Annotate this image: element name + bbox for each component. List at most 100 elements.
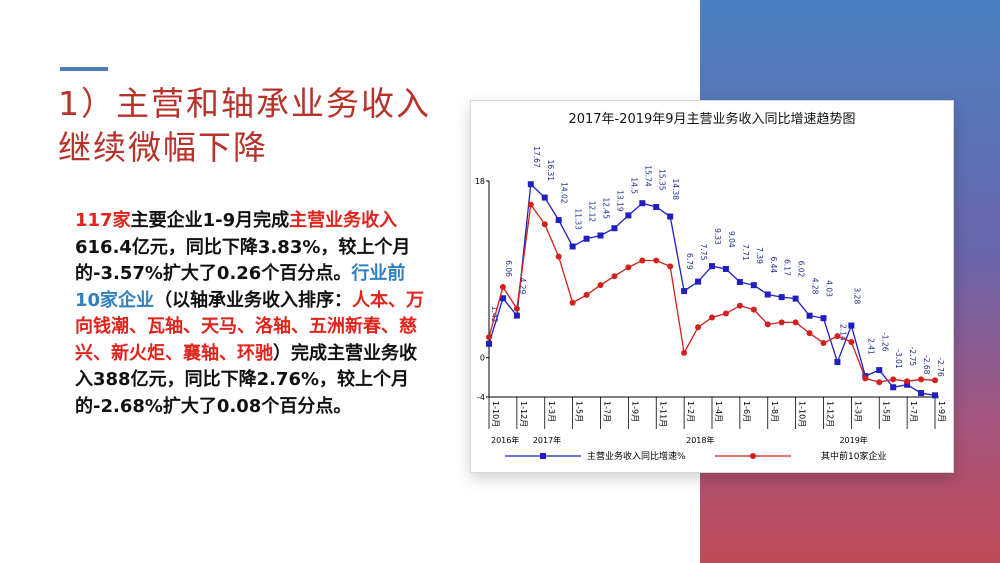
paragraph-run-normal: （以轴承业务收入排序： bbox=[154, 289, 353, 311]
red-data-point bbox=[904, 378, 911, 385]
blue-data-point bbox=[486, 340, 492, 347]
blue-data-point bbox=[764, 291, 771, 298]
red-data-point bbox=[792, 319, 799, 326]
y-tick-label: -4 bbox=[477, 393, 485, 402]
series-line-red bbox=[488, 202, 936, 383]
year-label: 2017年 bbox=[533, 435, 561, 445]
blue-data-point bbox=[806, 312, 813, 319]
blue-data-point bbox=[695, 278, 702, 285]
blue-data-point bbox=[499, 295, 506, 302]
x-tick-label: 1-12月 bbox=[519, 401, 528, 427]
x-tick-label: 1-9月 bbox=[937, 401, 946, 422]
slide-title: 1）主营和轴承业务收入继续微幅下降 bbox=[58, 84, 431, 167]
data-label: -2.76 bbox=[936, 357, 945, 377]
x-tick-label: 1-5月 bbox=[881, 401, 890, 422]
data-label: 6.79 bbox=[685, 253, 694, 270]
data-label: 14.5 bbox=[629, 177, 638, 194]
paragraph-run-red: 117家 bbox=[75, 210, 131, 231]
y-tick-label: 0 bbox=[480, 354, 485, 363]
blue-data-point bbox=[890, 384, 897, 391]
red-data-point bbox=[862, 375, 869, 382]
red-data-point bbox=[932, 377, 938, 384]
paragraph-run-normal: 616.4亿元，同比下降3.83%，较上个月的-3.57%扩大了0.26个百分点… bbox=[75, 236, 411, 285]
red-data-point bbox=[876, 379, 883, 386]
blue-data-point bbox=[681, 288, 688, 295]
chart-title: 2017年-2019年9月主营业务收入同比增速趋势图 bbox=[568, 111, 855, 127]
red-data-point bbox=[736, 302, 743, 309]
data-label: 4.28 bbox=[811, 278, 820, 295]
red-data-point bbox=[667, 263, 674, 270]
red-data-point bbox=[681, 349, 688, 356]
red-data-point bbox=[625, 264, 632, 271]
x-tick-label: 1-5月 bbox=[575, 401, 584, 422]
data-label: -1.26 bbox=[880, 332, 889, 352]
red-data-point bbox=[722, 310, 729, 317]
red-data-point bbox=[806, 330, 813, 337]
blue-data-point bbox=[709, 263, 715, 270]
data-label: 15.35 bbox=[657, 169, 666, 191]
red-data-point bbox=[750, 306, 757, 313]
red-data-point bbox=[527, 201, 534, 208]
x-tick-label: 1-3月 bbox=[547, 401, 556, 422]
y-tick-label: 18 bbox=[475, 177, 485, 186]
data-label: 16.31 bbox=[546, 160, 555, 182]
year-label: 2018年 bbox=[686, 435, 714, 445]
data-label: -2.75 bbox=[908, 347, 917, 367]
blue-data-point bbox=[904, 381, 911, 388]
data-label: 14.38 bbox=[671, 179, 680, 201]
x-tick-label: 1-2月 bbox=[686, 401, 695, 422]
red-data-point bbox=[569, 299, 576, 306]
data-label: -3.01 bbox=[894, 349, 903, 369]
data-label: 9.04 bbox=[727, 231, 736, 248]
trend-chart: 2017年-2019年9月主营业务收入同比增速趋势图 18 0 -4 1-10月 1-1… bbox=[475, 111, 946, 462]
data-label: 4.29 bbox=[518, 278, 527, 295]
x-tick-label: 1-6月 bbox=[742, 401, 751, 422]
red-data-point bbox=[764, 321, 771, 328]
red-data-point bbox=[597, 282, 604, 289]
data-label: 9.33 bbox=[713, 228, 722, 245]
body-paragraph: 117家主要企业1-9月完成主营业务收入 616.4亿元，同比下降3.83%，较上… bbox=[75, 208, 427, 420]
blue-data-point bbox=[778, 294, 785, 301]
red-data-point bbox=[778, 319, 785, 326]
x-tick-label: 1-7月 bbox=[603, 401, 612, 422]
blue-data-point bbox=[750, 282, 757, 289]
blue-data-point bbox=[583, 235, 590, 242]
data-label: 12.45 bbox=[602, 197, 611, 219]
red-data-point bbox=[820, 340, 827, 346]
blue-data-point bbox=[541, 194, 548, 201]
blue-data-point bbox=[792, 295, 799, 302]
blue-data-point bbox=[653, 204, 660, 211]
x-tick-label: 1-3月 bbox=[853, 401, 862, 422]
red-data-point bbox=[848, 339, 855, 346]
x-tick-label: 1-7月 bbox=[909, 401, 918, 422]
blue-data-point bbox=[834, 359, 841, 366]
data-label: 6.44 bbox=[769, 256, 778, 273]
red-data-point bbox=[695, 324, 702, 331]
blue-data-point bbox=[932, 392, 938, 399]
blue-data-point bbox=[876, 367, 883, 374]
chart-card: 2017年-2019年9月主营业务收入同比增速趋势图 18 0 -4 1-10月 1-1… bbox=[470, 100, 954, 473]
data-label: 15.74 bbox=[643, 165, 652, 187]
data-label: 6.17 bbox=[783, 259, 792, 276]
paragraph-run-red: 人本、万向钱潮、瓦轴、天马、洛轴、五洲新春、慈兴、新火炬、襄轴、环驰 bbox=[75, 289, 425, 364]
blue-data-point bbox=[667, 213, 674, 220]
blue-data-point bbox=[918, 390, 925, 397]
x-tick-label: 1-10月 bbox=[491, 401, 500, 427]
blue-data-point bbox=[736, 279, 743, 286]
data-label: 12.12 bbox=[588, 201, 597, 223]
red-data-point bbox=[639, 257, 646, 264]
data-label: 7.39 bbox=[755, 247, 764, 264]
data-label: 17.67 bbox=[532, 146, 541, 168]
x-tick-label: 1-12月 bbox=[826, 401, 835, 427]
paragraph-run-blue: 行业前10家企业 bbox=[75, 263, 406, 311]
red-data-point bbox=[513, 305, 520, 312]
red-data-point bbox=[653, 257, 660, 264]
data-label: -2.68 bbox=[922, 355, 931, 375]
legend-marker-blue bbox=[540, 453, 546, 459]
x-tick-label: 1-10月 bbox=[798, 401, 807, 427]
year-label: 2016年 bbox=[491, 435, 519, 445]
data-label: 7.75 bbox=[699, 244, 708, 261]
data-label: 6.06 bbox=[504, 260, 513, 277]
accent-line bbox=[60, 67, 108, 71]
paragraph-run-normal: 主要企业1-9月完成 bbox=[130, 210, 290, 231]
